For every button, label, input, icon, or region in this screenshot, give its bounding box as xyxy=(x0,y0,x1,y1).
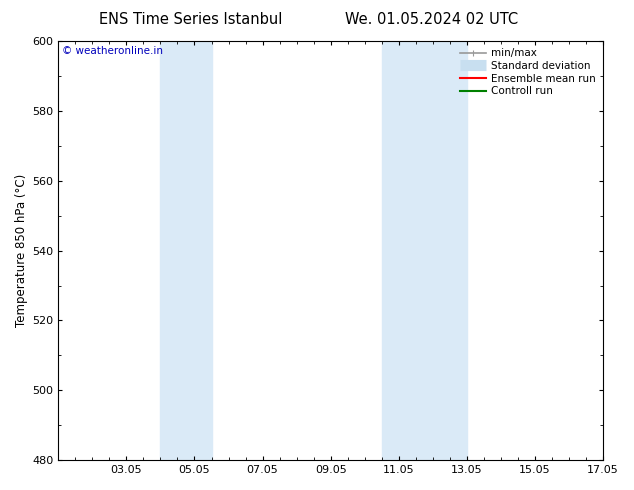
Bar xyxy=(160,41,212,460)
Y-axis label: Temperature 850 hPa (°C): Temperature 850 hPa (°C) xyxy=(15,174,28,327)
Text: We. 01.05.2024 02 UTC: We. 01.05.2024 02 UTC xyxy=(344,12,518,27)
Bar xyxy=(382,41,467,460)
Text: ENS Time Series Istanbul: ENS Time Series Istanbul xyxy=(98,12,282,27)
Legend: min/max, Standard deviation, Ensemble mean run, Controll run: min/max, Standard deviation, Ensemble me… xyxy=(458,46,598,98)
Text: © weatheronline.in: © weatheronline.in xyxy=(61,46,163,56)
